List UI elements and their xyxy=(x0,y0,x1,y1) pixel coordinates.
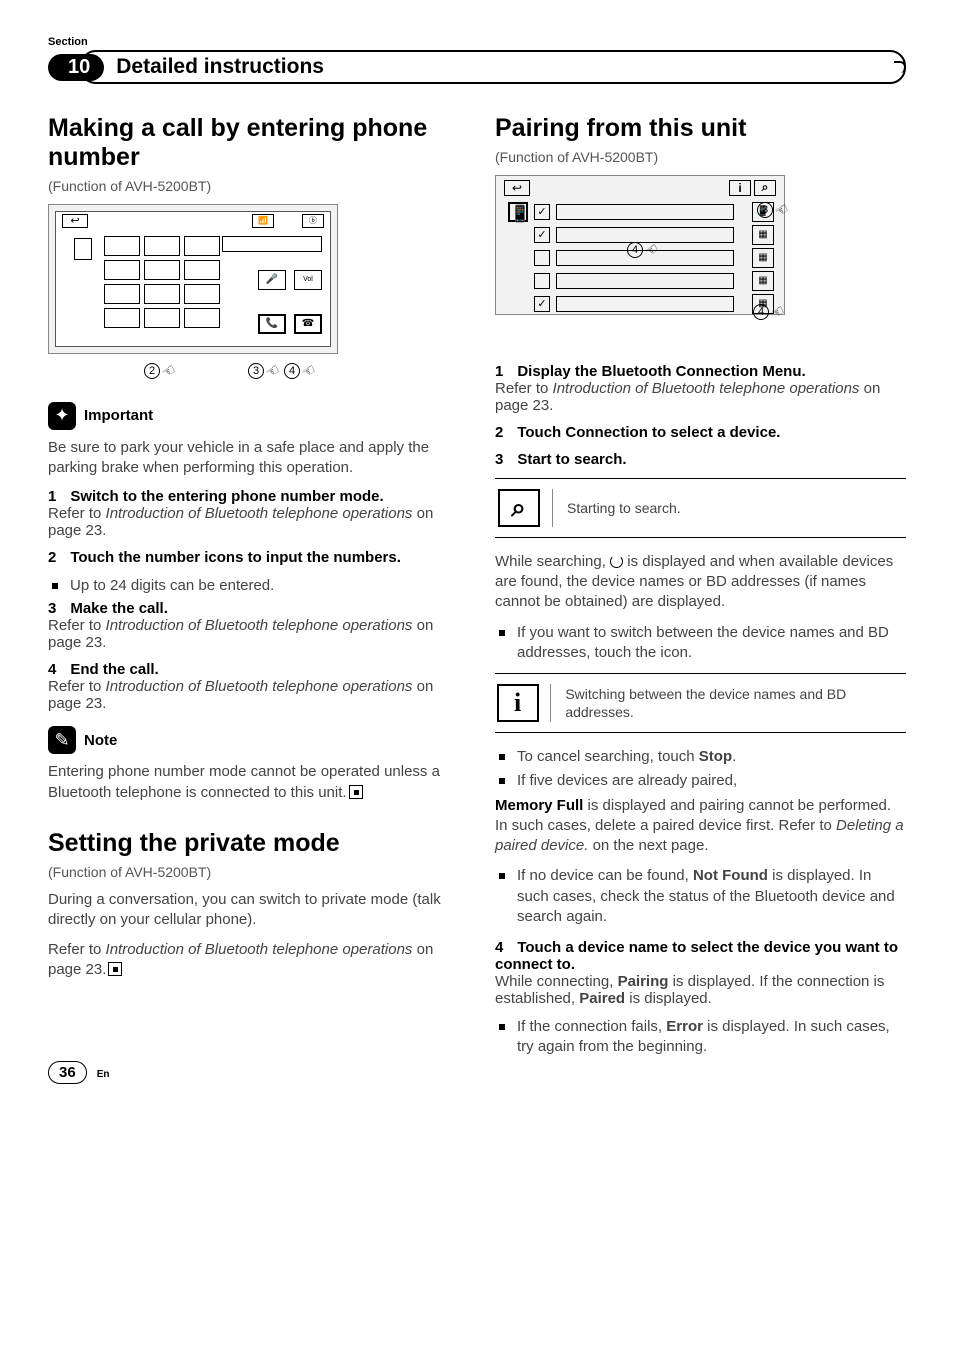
spinner-icon xyxy=(610,555,623,568)
private-refer: Refer to Introduction of Bluetooth telep… xyxy=(48,940,459,981)
step-4: 4End the call. Refer to Introduction of … xyxy=(48,661,459,712)
pair-step-2: 2Touch Connection to select a device. xyxy=(495,424,906,441)
note-icon: ✎ xyxy=(48,726,76,754)
number-display xyxy=(222,236,322,252)
page-number: 36 xyxy=(48,1061,87,1084)
search-desc: Starting to search. xyxy=(567,499,681,517)
chapter-header: 10 Detailed instructions xyxy=(48,50,906,84)
page-lang: En xyxy=(97,1069,110,1080)
heading-making-call: Making a call by entering phone number xyxy=(48,114,459,172)
vol-icon: Vol xyxy=(294,270,322,290)
important-header: ✦ Important xyxy=(48,402,459,430)
note-label: Note xyxy=(84,732,117,749)
chapter-number-badge: 10 xyxy=(48,54,104,81)
info-desc: Switching between the device names and B… xyxy=(565,685,906,721)
important-text: Be sure to park your vehicle in a safe p… xyxy=(48,438,459,479)
right-column: Pairing from this unit (Function of AVH-… xyxy=(495,114,906,1062)
device-icon: 📱 xyxy=(508,202,528,222)
callout-4a: 4 xyxy=(627,242,643,258)
notfound-bullet: If no device can be found, Not Found is … xyxy=(495,866,906,927)
heading-pairing: Pairing from this unit xyxy=(495,114,906,143)
callout-3: 3 xyxy=(248,363,264,379)
callout-2: 2 xyxy=(144,363,160,379)
memfull-text: Memory Full is displayed and pairing can… xyxy=(495,796,906,857)
pairing-callouts: 3☜ 4☜ 4☜ xyxy=(495,321,785,345)
bt-icon: ⓑ xyxy=(302,214,324,228)
signal-icon: 📶 xyxy=(252,214,274,228)
pair-step-4: 4Touch a device name to select the devic… xyxy=(495,939,906,1007)
important-label: Important xyxy=(84,407,153,424)
five-bullet: If five devices are already paired, xyxy=(495,771,906,791)
chapter-title: Detailed instructions xyxy=(80,50,906,84)
content-columns: Making a call by entering phone number (… xyxy=(48,114,906,1062)
subfunction-label: (Function of AVH-5200BT) xyxy=(48,178,459,194)
note-header: ✎ Note xyxy=(48,726,459,754)
pair-step-1: 1Display the Bluetooth Connection Menu. … xyxy=(495,363,906,414)
end-marker-icon xyxy=(349,785,363,799)
callout-4: 4 xyxy=(284,363,300,379)
section-label: Section xyxy=(48,36,906,48)
important-icon: ✦ xyxy=(48,402,76,430)
cancel-bullet: To cancel searching, touch Stop. xyxy=(495,747,906,767)
endcall-icon: ☎ xyxy=(294,314,322,334)
pair-step-3: 3Start to search. xyxy=(495,451,906,468)
left-column: Making a call by entering phone number (… xyxy=(48,114,459,1062)
info-box-icon: i xyxy=(497,684,539,722)
end-marker-icon xyxy=(108,962,122,976)
switch-bullet: If you want to switch between the device… xyxy=(495,623,906,664)
searching-text: While searching, is displayed and when a… xyxy=(495,552,906,613)
info-icon-table: i Switching between the device names and… xyxy=(495,673,906,733)
left-panel-icon xyxy=(74,238,92,260)
mic-icon: 🎤 xyxy=(258,270,286,290)
callout-3: 3 xyxy=(757,202,773,218)
pairing-subfunc: (Function of AVH-5200BT) xyxy=(495,149,906,165)
back-icon: ↩ xyxy=(62,214,88,228)
step-2: 2Touch the number icons to input the num… xyxy=(48,549,459,566)
private-text: During a conversation, you can switch to… xyxy=(48,890,459,931)
keypad xyxy=(104,236,220,328)
error-bullet: If the connection fails, Error is displa… xyxy=(495,1017,906,1058)
dialpad-diagram: ↩ 📶 ⓑ 🎤 Vol 📞 ☎ xyxy=(48,204,338,354)
step-2-bullet: Up to 24 digits can be entered. xyxy=(48,576,459,596)
device-list: ✓ ✓ ✓ xyxy=(534,202,734,317)
callout-4b: 4 xyxy=(753,304,769,320)
info-icon: i xyxy=(729,180,751,196)
back-icon: ↩ xyxy=(504,180,530,196)
note-text: Entering phone number mode cannot be ope… xyxy=(48,762,459,803)
step-3: 3Make the call. Refer to Introduction of… xyxy=(48,600,459,651)
magnify-icon: ⌕ xyxy=(498,489,540,527)
private-subfunc: (Function of AVH-5200BT) xyxy=(48,864,459,880)
search-icon-table: ⌕ Starting to search. xyxy=(495,478,906,538)
search-icon: ⌕ xyxy=(754,180,776,196)
page-footer: 36 En xyxy=(48,1061,109,1084)
step-1: 1Switch to the entering phone number mod… xyxy=(48,488,459,539)
diagram-callouts: 2☜ 3☜ 4☜ xyxy=(48,362,338,386)
makecall-icon: 📞 xyxy=(258,314,286,334)
heading-private-mode: Setting the private mode xyxy=(48,829,459,858)
